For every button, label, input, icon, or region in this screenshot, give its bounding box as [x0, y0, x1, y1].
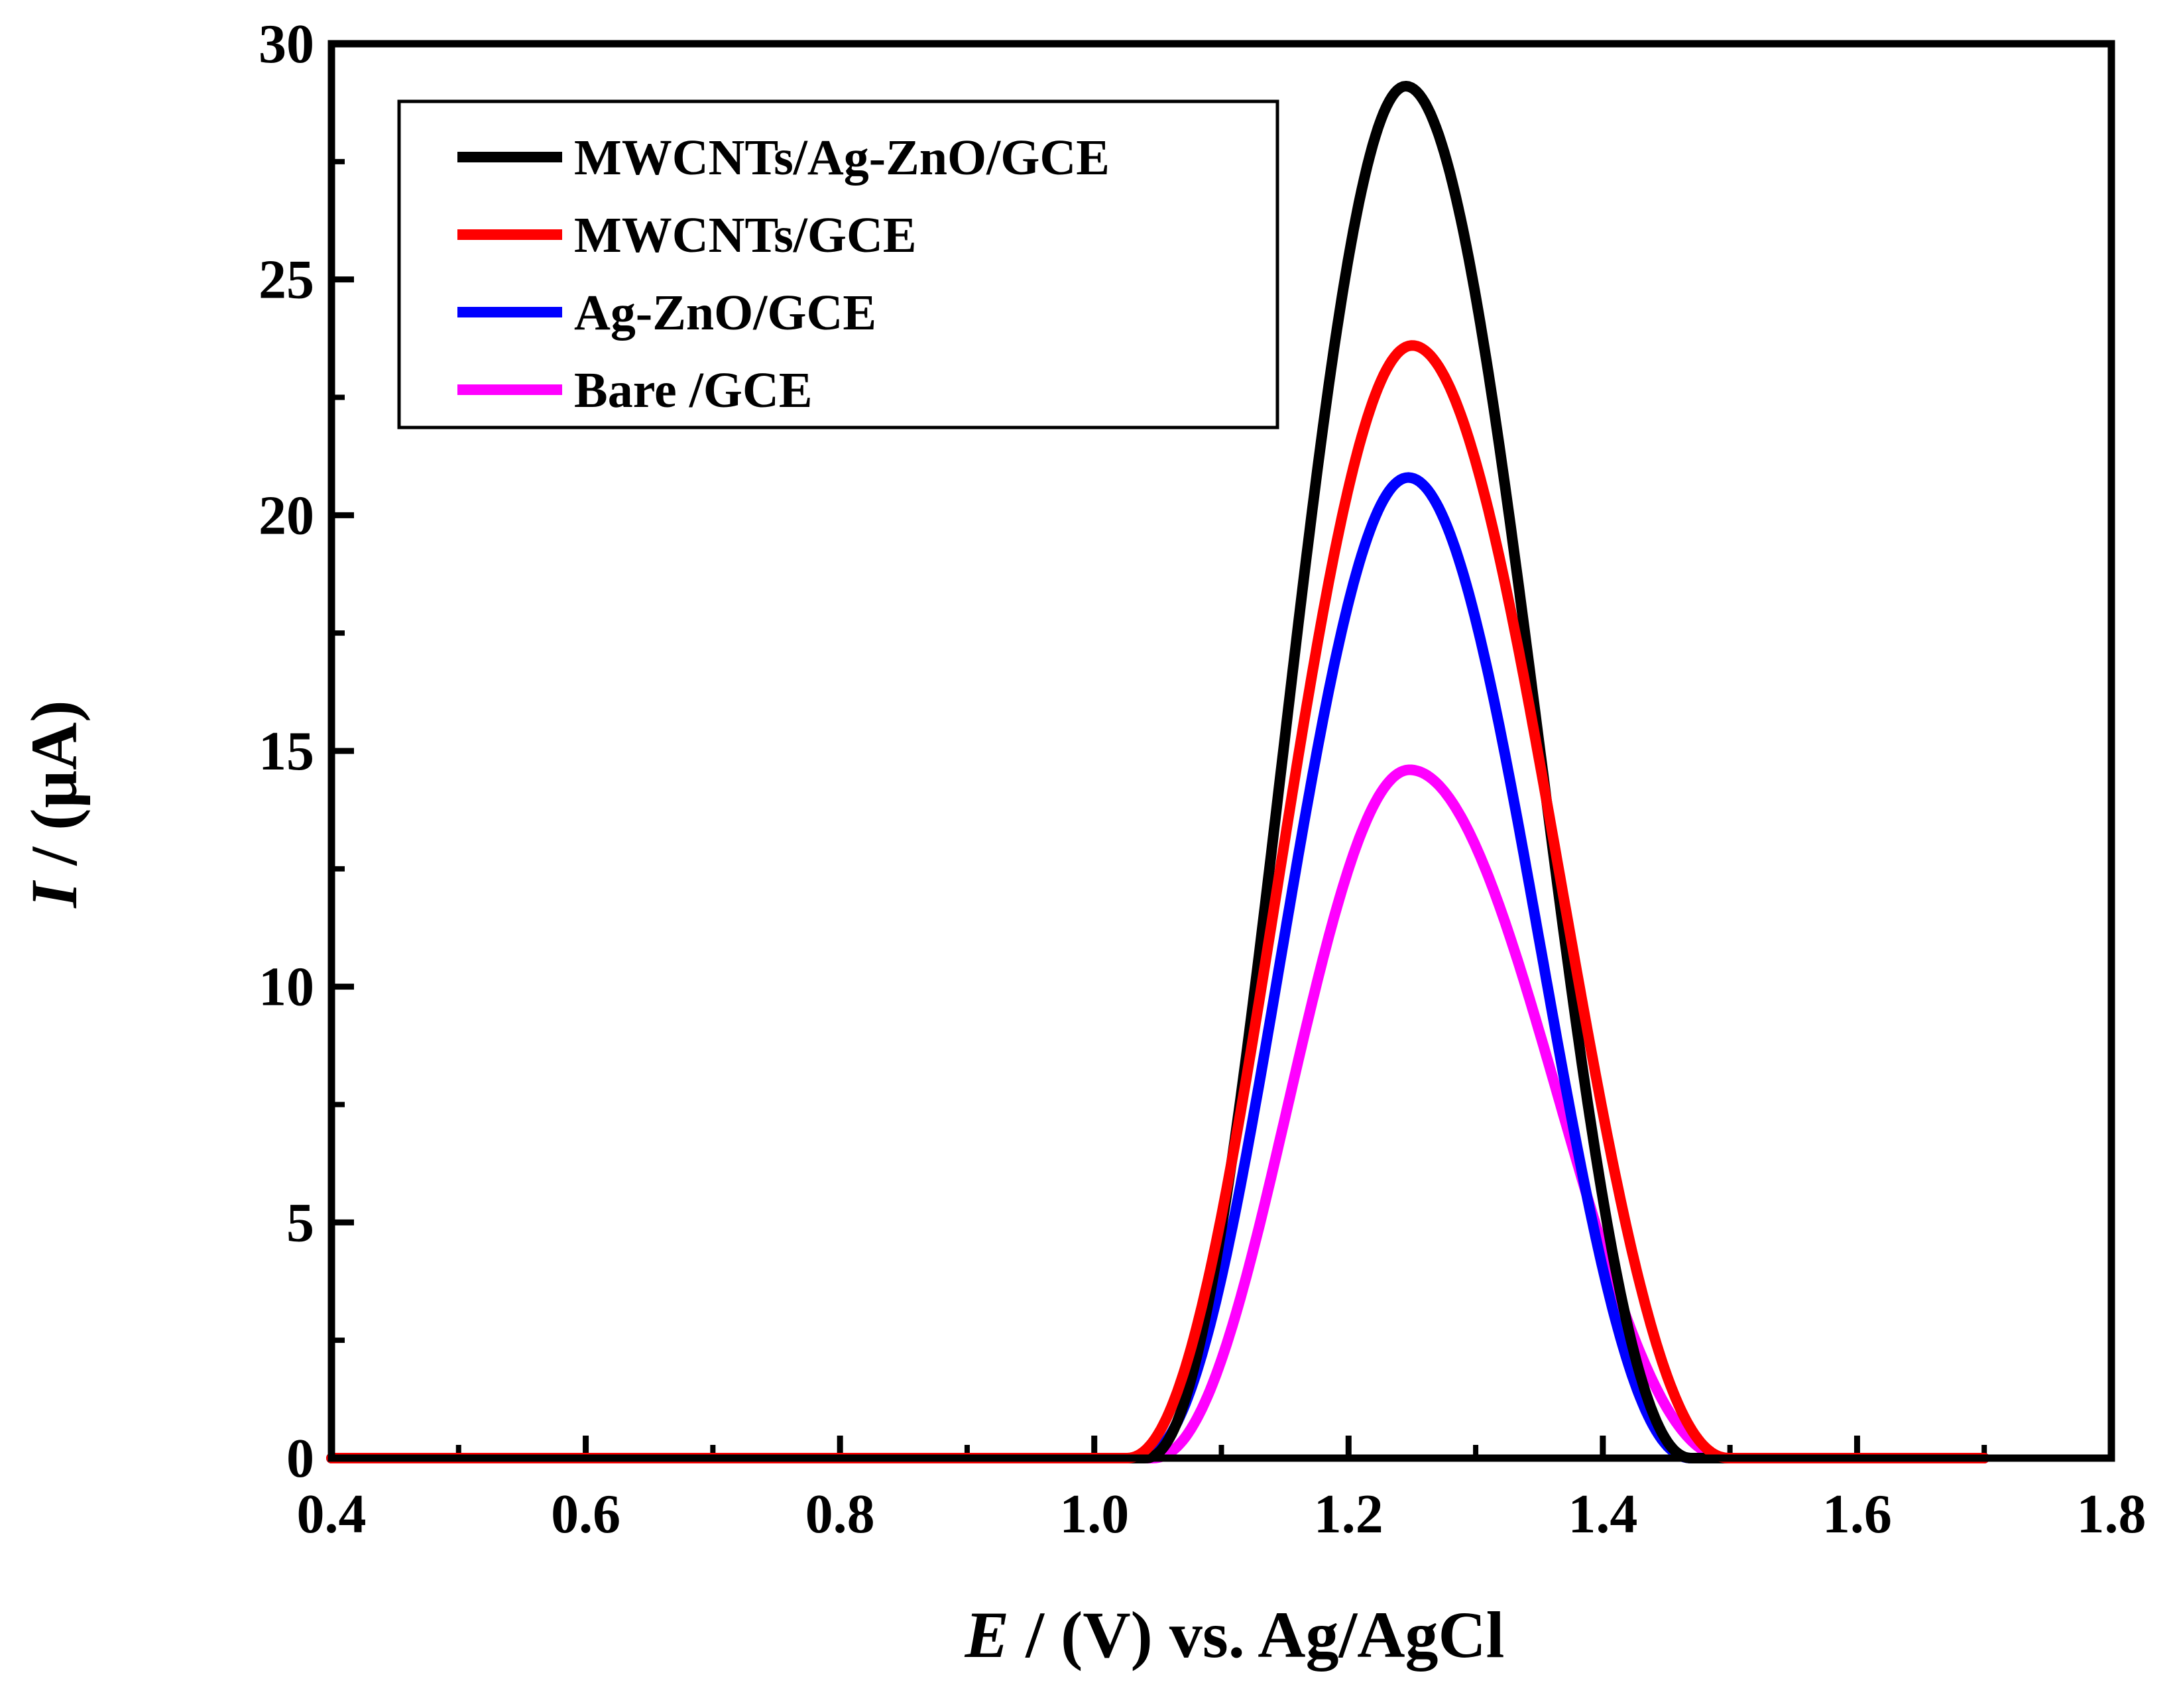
- legend-label: MWCNTs/Ag-ZnO/GCE: [574, 130, 1110, 186]
- series-line: [326, 340, 1990, 1463]
- y-axis-title-symbol: I: [17, 880, 91, 909]
- x-axis-title-text: / (V) vs. Ag/AgCl: [1009, 1598, 1504, 1672]
- y-axis-title-text: / (µA): [17, 700, 91, 882]
- y-tick-labels: 0 5 10 15 20 25 30: [259, 13, 314, 1489]
- x-axis-title-symbol: E: [965, 1598, 1010, 1672]
- y-tick-label: 5: [286, 1192, 314, 1253]
- x-tick-label: 0.8: [805, 1483, 875, 1545]
- x-tick-labels: 0.4 0.6 0.8 1.0 1.2 1.4 1.6 1.8: [297, 1483, 2147, 1545]
- y-axis-title: I / (µA): [17, 700, 91, 908]
- y-tick-label: 30: [259, 13, 314, 75]
- legend-label: MWCNTs/GCE: [574, 207, 917, 263]
- x-tick-label: 0.4: [297, 1483, 367, 1545]
- y-tick-label: 20: [259, 484, 314, 546]
- x-tick-label: 1.4: [1568, 1483, 1637, 1545]
- legend: MWCNTs/Ag-ZnO/GCE MWCNTs/GCE Ag-ZnO/GCE Bar…: [397, 99, 1279, 429]
- plot-frame: [327, 40, 2115, 1462]
- y-tick-label: 15: [259, 720, 314, 782]
- series-line: [326, 764, 1990, 1463]
- series-line: [326, 472, 1990, 1463]
- x-axis-title: E / (V) vs. Ag/AgCl: [965, 1598, 1505, 1672]
- legend-label: Bare /GCE: [574, 363, 813, 418]
- x-tick-label: 1.2: [1314, 1483, 1383, 1545]
- y-tick-label: 25: [259, 249, 314, 311]
- x-tick-label: 1.6: [1822, 1483, 1892, 1545]
- x-tick-label: 1.0: [1059, 1483, 1129, 1545]
- x-tick-label: 0.6: [551, 1483, 620, 1545]
- y-tick-label: 0: [286, 1428, 314, 1489]
- y-tick-label: 10: [259, 956, 314, 1018]
- legend-label: Ag-ZnO/GCE: [574, 285, 876, 341]
- x-tick-label: 1.8: [2077, 1483, 2147, 1545]
